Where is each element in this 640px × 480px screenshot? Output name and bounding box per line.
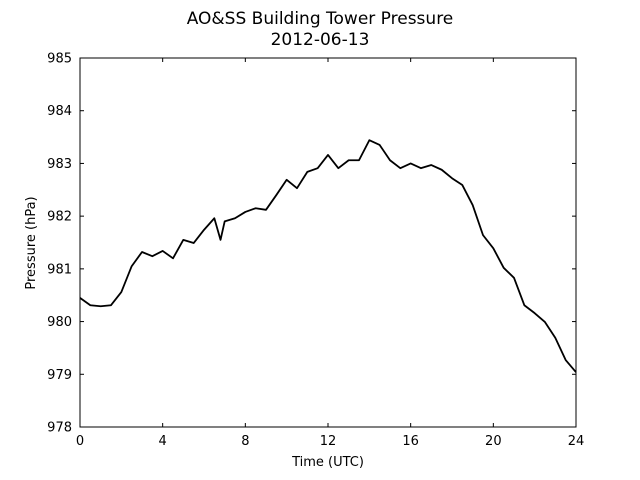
chart-title: AO&SS Building Tower Pressure bbox=[187, 9, 454, 29]
y-tick-label: 978 bbox=[47, 421, 72, 436]
y-tick-label: 984 bbox=[47, 104, 72, 119]
x-tick-label: 20 bbox=[485, 434, 502, 449]
y-tick-label: 979 bbox=[47, 368, 72, 383]
x-tick-label: 4 bbox=[159, 434, 167, 449]
data-line bbox=[79, 139, 577, 373]
x-axis-label: Time (UTC) bbox=[291, 455, 364, 470]
x-tick-label: 16 bbox=[402, 434, 419, 449]
x-tick-label: 12 bbox=[320, 434, 337, 449]
y-tick-label: 983 bbox=[47, 157, 72, 172]
y-axis-label: Pressure (hPa) bbox=[24, 196, 39, 289]
x-tick-label: 24 bbox=[568, 434, 585, 449]
y-tick-label: 980 bbox=[47, 315, 72, 330]
x-tick-label: 0 bbox=[76, 434, 84, 449]
y-tick-label: 981 bbox=[47, 262, 72, 277]
plot-frame bbox=[79, 57, 577, 428]
chart-subtitle: 2012-06-13 bbox=[271, 30, 370, 50]
y-tick-label: 985 bbox=[47, 52, 72, 67]
y-tick-label: 982 bbox=[47, 210, 72, 225]
x-tick-label: 8 bbox=[241, 434, 249, 449]
